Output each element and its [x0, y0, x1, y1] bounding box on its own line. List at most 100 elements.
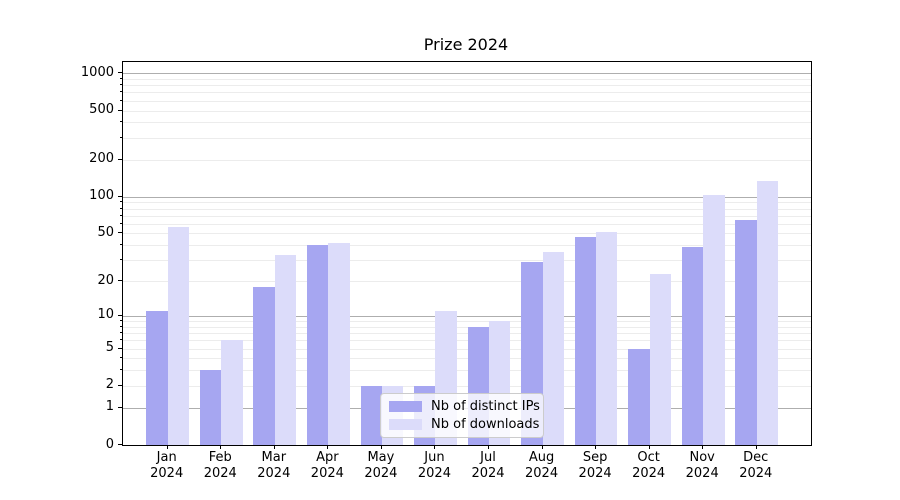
- y-minortick-700: [120, 91, 122, 93]
- x-tick-oct: [648, 445, 650, 449]
- x-tick-mar: [273, 445, 275, 449]
- y-tick-100: [118, 195, 122, 197]
- legend-label-distinct-ips: Nb of distinct IPs: [431, 399, 540, 414]
- y-tick-label-2: 2: [105, 377, 114, 393]
- y-tick-label-200: 200: [89, 151, 114, 167]
- y-minortick-900: [120, 77, 122, 79]
- x-tick-label-oct: Oct 2024: [632, 450, 666, 481]
- y-minortick-600: [120, 99, 122, 101]
- x-tick-sep: [595, 445, 597, 449]
- x-tick-label-dec: Dec 2024: [739, 450, 773, 481]
- gridline-minor-70: [123, 215, 811, 217]
- y-minortick-70: [120, 214, 122, 216]
- gridline-minor-40: [123, 245, 811, 247]
- bar-distinct-ips-apr: [306, 245, 329, 445]
- plot-area: Nb of distinct IPs Nb of downloads: [122, 61, 812, 446]
- gridline-minor-9: [123, 321, 811, 323]
- y-tick-500: [118, 109, 122, 111]
- x-tick-label-nov: Nov 2024: [685, 450, 719, 481]
- bar-distinct-ips-dec: [735, 219, 757, 445]
- bar-downloads-dec: [756, 181, 779, 445]
- y-tick-5: [118, 347, 122, 349]
- y-minortick-7: [120, 332, 122, 334]
- x-tick-label-sep: Sep 2024: [578, 450, 612, 481]
- y-minortick-400: [120, 121, 122, 123]
- y-tick-0: [118, 444, 122, 445]
- legend: Nb of distinct IPs Nb of downloads: [380, 393, 544, 438]
- gridline-major-100: [123, 196, 811, 198]
- gridline-major-10: [123, 315, 811, 317]
- bar-downloads-aug: [542, 252, 564, 445]
- bar-distinct-ips-feb: [199, 370, 222, 445]
- bar-downloads-oct: [649, 274, 672, 445]
- bar-distinct-ips-jan: [146, 311, 168, 445]
- bar-downloads-apr: [328, 242, 350, 445]
- gridline-minor-80: [123, 208, 811, 210]
- y-tick-2: [118, 384, 122, 386]
- gridline-minor-500: [123, 110, 811, 112]
- x-tick-aug: [541, 445, 543, 449]
- y-tick-label-500: 500: [89, 102, 114, 117]
- y-tick-label-1: 1: [105, 399, 114, 415]
- y-tick-1: [118, 406, 122, 408]
- x-tick-feb: [220, 445, 222, 449]
- x-tick-jan: [166, 445, 168, 449]
- gridline-minor-50: [123, 233, 811, 235]
- gridline-minor-200: [123, 159, 811, 161]
- x-tick-apr: [327, 445, 329, 449]
- x-tick-label-jan: Jan 2024: [150, 450, 184, 481]
- y-minortick-30: [120, 259, 122, 261]
- x-tick-jul: [488, 445, 489, 449]
- gridline-minor-60: [123, 223, 811, 225]
- gridline-minor-8: [123, 326, 811, 328]
- x-tick-label-mar: Mar 2024: [257, 450, 291, 481]
- bar-distinct-ips-nov: [681, 246, 704, 445]
- x-tick-may: [380, 445, 382, 449]
- gridline-minor-5: [123, 348, 811, 350]
- x-tick-nov: [702, 445, 704, 449]
- y-tick-label-10: 10: [97, 307, 114, 323]
- y-tick-label-100: 100: [89, 188, 114, 204]
- y-tick-50: [118, 232, 122, 234]
- bar-downloads-mar: [274, 255, 297, 445]
- legend-swatch-distinct-ips: [389, 401, 422, 412]
- y-minortick-8: [120, 325, 122, 327]
- y-tick-200: [118, 158, 122, 160]
- bar-downloads-nov: [703, 195, 725, 445]
- x-tick-dec: [755, 445, 757, 449]
- y-tick-label-20: 20: [97, 272, 114, 288]
- bar-distinct-ips-may: [360, 385, 382, 445]
- bar-downloads-jan: [167, 227, 190, 445]
- gridline-minor-800: [123, 85, 811, 87]
- bar-downloads-feb: [221, 340, 243, 445]
- x-tick-label-jun: Jun 2024: [417, 450, 451, 481]
- gridline-minor-2: [123, 385, 811, 387]
- bar-distinct-ips-mar: [253, 286, 275, 445]
- x-tick-jun: [434, 445, 436, 449]
- gridline-minor-3: [123, 370, 811, 372]
- gridline-minor-600: [123, 100, 811, 102]
- bar-distinct-ips-sep: [574, 236, 597, 445]
- legend-swatch-downloads: [389, 419, 422, 430]
- y-minortick-300: [120, 136, 122, 138]
- bar-downloads-sep: [596, 232, 618, 445]
- gridline-minor-20: [123, 281, 811, 283]
- y-tick-20: [118, 280, 122, 282]
- x-tick-label-aug: Aug 2024: [525, 450, 559, 481]
- gridline-minor-7: [123, 333, 811, 335]
- x-tick-label-may: May 2024: [364, 450, 398, 481]
- y-tick-label-5: 5: [105, 340, 114, 356]
- y-tick-10: [118, 314, 122, 316]
- gridline-minor-6: [123, 340, 811, 342]
- y-minortick-6: [120, 339, 122, 341]
- bar-distinct-ips-oct: [628, 348, 650, 445]
- y-minortick-90: [120, 201, 122, 203]
- y-tick-label-50: 50: [97, 224, 114, 240]
- x-tick-label-jul: Jul 2024: [471, 450, 505, 481]
- y-minortick-9: [120, 320, 122, 322]
- y-minortick-40: [120, 244, 122, 246]
- y-tick-1000: [118, 72, 122, 74]
- chart-title: Prize 2024: [423, 35, 509, 54]
- y-minortick-800: [120, 84, 122, 86]
- y-tick-label-1000: 1000: [80, 64, 114, 80]
